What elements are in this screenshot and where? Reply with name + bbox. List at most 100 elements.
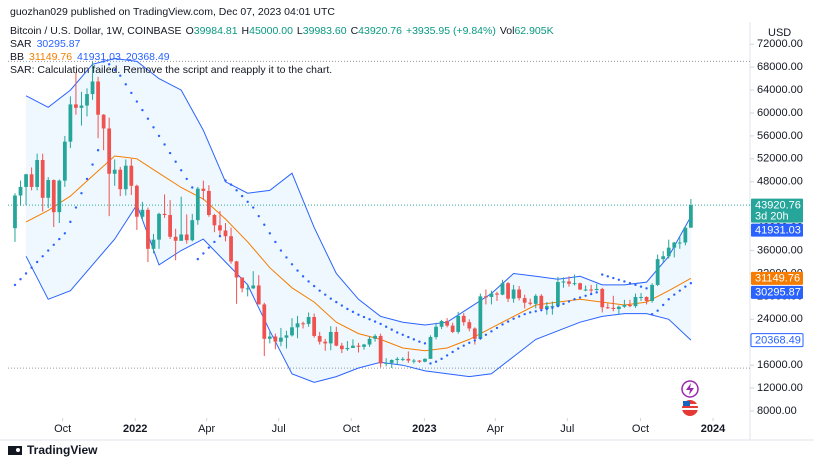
sar-line: SAR 30295.87 xyxy=(10,38,554,51)
sar-dot xyxy=(24,272,28,275)
sar-dot xyxy=(91,163,94,166)
candle-body xyxy=(689,205,693,228)
sar-dot xyxy=(113,68,116,72)
candle-body xyxy=(367,338,372,345)
y-tick-label: 68000.00 xyxy=(757,61,803,73)
x-tick-label: Jul xyxy=(272,423,286,435)
sar-dot xyxy=(407,335,410,339)
sar-dot xyxy=(207,246,211,249)
sar-dot xyxy=(124,83,127,86)
sar-dot xyxy=(279,249,283,252)
candle-body xyxy=(317,335,322,342)
sar-dot xyxy=(285,256,288,259)
y-tick-label: 8000.00 xyxy=(757,405,797,417)
legend: guozhan029 published on TradingView.com,… xyxy=(10,0,554,77)
plot xyxy=(8,57,750,421)
price-badge-label: 30295.87 xyxy=(755,287,801,299)
sar-dot xyxy=(218,235,222,238)
candle-body xyxy=(90,81,95,95)
lightning-icon[interactable] xyxy=(681,380,699,398)
brand[interactable]: TradingView xyxy=(27,443,98,457)
sar-dot xyxy=(445,354,449,357)
candle-body xyxy=(445,321,450,326)
candle-body xyxy=(683,227,688,243)
candle-body xyxy=(456,315,461,332)
candle-body xyxy=(356,345,361,347)
sar-dot xyxy=(540,308,543,312)
candle-body xyxy=(123,165,128,190)
bb-basis xyxy=(25,155,692,352)
candle-body xyxy=(550,306,555,308)
candle-body xyxy=(290,327,294,336)
price-badge xyxy=(750,333,804,348)
ohlc-key: L xyxy=(296,25,303,37)
candle-body xyxy=(522,298,527,303)
sar-dot xyxy=(462,344,465,347)
sar-dot xyxy=(257,214,260,218)
candle-body xyxy=(672,242,677,248)
price-badge-label: 43920.76 xyxy=(755,199,801,211)
candle-body xyxy=(68,104,73,142)
sar-dot xyxy=(473,339,477,342)
candle-body xyxy=(616,306,621,309)
sar-dot xyxy=(307,280,310,283)
sar-dot xyxy=(379,322,382,326)
countdown: 3d 20h xyxy=(755,211,789,223)
y-tick-label: 24000.00 xyxy=(757,313,803,325)
candle-body xyxy=(362,344,366,347)
sar-dot xyxy=(157,134,161,138)
candle-body xyxy=(578,283,582,290)
logo[interactable] xyxy=(8,446,22,455)
sar-value: 30295.87 xyxy=(36,38,81,50)
sar-dot xyxy=(119,74,122,77)
sar-dot xyxy=(434,360,438,363)
candle-body xyxy=(229,236,233,262)
candle-body xyxy=(40,159,45,198)
candle-body xyxy=(334,331,339,346)
candle-body xyxy=(495,293,499,295)
sar-dot xyxy=(673,293,676,296)
sar-dot xyxy=(623,280,626,283)
candle-body xyxy=(184,234,189,241)
sar-dot xyxy=(617,278,621,281)
sar-dot xyxy=(202,252,205,255)
sar-dot xyxy=(163,143,166,146)
candle-body xyxy=(129,165,134,186)
sar-dot xyxy=(595,291,598,294)
sar-dot xyxy=(96,149,100,152)
flag-icon[interactable] xyxy=(682,400,698,416)
bb-upper xyxy=(25,57,692,326)
candle-body xyxy=(655,259,660,285)
candle-body xyxy=(661,256,666,260)
bb-upper: 41931.03 xyxy=(77,51,121,63)
sar-dot xyxy=(556,304,560,308)
candle-body xyxy=(423,358,427,362)
candle-body xyxy=(556,282,560,307)
candle-body xyxy=(561,281,566,283)
candle-body xyxy=(533,295,538,304)
y-tick-label: 16000.00 xyxy=(757,359,803,371)
ohlc-key: C xyxy=(350,25,359,37)
ohlc-value: 62.905K xyxy=(514,25,554,37)
candle-body xyxy=(517,289,522,299)
candle-body xyxy=(251,285,256,289)
sar-dot xyxy=(656,309,659,312)
candle-body xyxy=(450,325,455,332)
candle-body xyxy=(24,174,28,187)
price-badge xyxy=(751,198,803,223)
sar-dot xyxy=(191,186,194,189)
sar-dot xyxy=(506,320,510,323)
sar-dot xyxy=(324,293,327,296)
candle-body xyxy=(35,159,40,187)
candle-body xyxy=(295,323,300,328)
sar-dot xyxy=(390,328,393,331)
sar-dot xyxy=(584,294,587,298)
sar-dot xyxy=(318,289,321,292)
candle-body xyxy=(411,360,416,362)
sar-dot xyxy=(47,249,50,252)
sar-dot xyxy=(573,298,576,301)
x-tick-label: 2023 xyxy=(412,423,436,435)
candle-body xyxy=(439,321,444,327)
candle-body xyxy=(201,188,206,191)
sar-dot xyxy=(35,260,39,264)
